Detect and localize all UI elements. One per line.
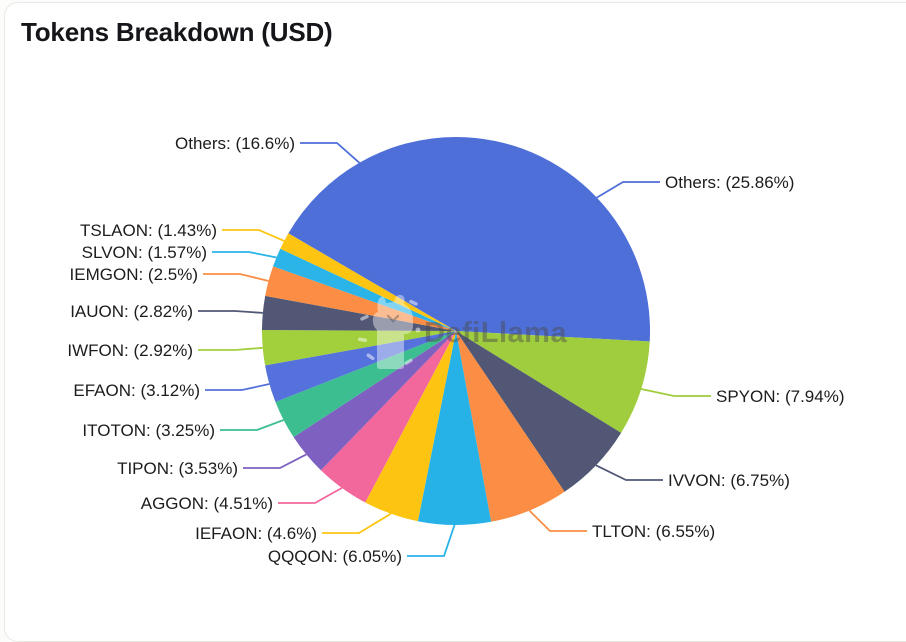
slice-label-ivvon: IVVON: (6.75%)	[668, 471, 790, 490]
slice-label-tipon: TIPON: (3.53%)	[117, 459, 238, 478]
label-leader-line-efaon	[205, 383, 270, 391]
label-leader-line-tipon	[243, 453, 307, 469]
pie-slice-others[interactable]	[288, 137, 456, 331]
tokens-pie-chart: Others: (25.86%) SPYON: (7.94%) IVVON: (6.…	[67, 134, 845, 566]
pie-slice-iauon[interactable]	[262, 295, 456, 331]
pie-slice-spyon[interactable]	[456, 331, 650, 433]
pie-slice-others[interactable]	[456, 137, 651, 342]
watermark-sparkle	[409, 299, 418, 306]
watermark-sparkle	[404, 358, 413, 365]
pie-slice-iefaon[interactable]	[365, 331, 456, 522]
watermark-text: DefiLlama	[424, 317, 567, 349]
label-leader-line-iauon	[198, 310, 263, 314]
label-leader-line-spyon	[640, 388, 711, 397]
watermark-sparkle	[360, 314, 369, 321]
label-leader-line-iwfon	[198, 346, 263, 351]
slice-label-tlton: TLTON: (6.55%)	[592, 522, 715, 541]
label-leader-line-tlton	[528, 509, 587, 532]
slice-label-spyon: SPYON: (7.94%)	[716, 387, 845, 406]
slice-label-slvon: SLVON: (1.57%)	[82, 243, 207, 262]
watermark-sparkle	[366, 353, 375, 361]
pie-slice-qqqon[interactable]	[417, 331, 492, 525]
pie-slice-ivvon[interactable]	[456, 331, 622, 492]
slice-label-itoton: ITOTON: (3.25%)	[82, 421, 215, 440]
slice-label-qqqon: QQQON: (6.05%)	[268, 547, 402, 566]
label-leader-line-aggon	[278, 487, 343, 504]
slice-label-aggon: AGGON: (4.51%)	[141, 494, 273, 513]
label-leader-line-iemgon	[203, 273, 269, 282]
label-leader-line-others	[596, 181, 660, 199]
label-leader-line-tslaon	[222, 229, 285, 242]
pie-slice-efaon[interactable]	[265, 331, 456, 402]
label-leader-line-iefaon	[322, 512, 392, 534]
pie-slice-iwfon[interactable]	[261, 330, 456, 366]
label-leader-line-others	[300, 142, 360, 164]
slice-label-others: Others: (16.6%)	[175, 134, 295, 153]
slice-label-iwfon: IWFON: (2.92%)	[67, 341, 193, 360]
pie-slice-itoton[interactable]	[275, 331, 456, 438]
pie-slice-iemgon[interactable]	[265, 266, 456, 331]
llama-face-detail	[386, 314, 400, 323]
label-leader-line-slvon	[212, 251, 277, 259]
slice-label-iefaon: IEFAON: (4.6%)	[195, 524, 317, 543]
pie-slice-aggon[interactable]	[320, 331, 456, 503]
pie-slice-tslaon[interactable]	[280, 233, 456, 331]
label-leader-line-itoton	[220, 419, 284, 431]
watermark-sparkle	[415, 327, 421, 333]
chart-title: Tokens Breakdown (USD)	[21, 17, 333, 47]
slice-label-others: Others: (25.86%)	[665, 173, 794, 192]
watermark: DefiLlama	[358, 294, 567, 369]
slice-label-efaon: EFAON: (3.12%)	[73, 381, 200, 400]
slice-label-iemgon: IEMGON: (2.5%)	[70, 265, 198, 284]
watermark-sparkle	[358, 337, 367, 342]
slice-label-tslaon: TSLAON: (1.43%)	[80, 221, 217, 240]
llama-icon	[372, 294, 413, 369]
pie-slice-tipon[interactable]	[293, 331, 456, 471]
label-leader-line-ivvon	[595, 464, 663, 481]
slice-label-iauon: IAUON: (2.82%)	[70, 302, 193, 321]
label-leader-line-qqqon	[407, 524, 456, 557]
pie-slice-tlton[interactable]	[456, 331, 565, 522]
pie-slice-slvon[interactable]	[273, 248, 456, 331]
